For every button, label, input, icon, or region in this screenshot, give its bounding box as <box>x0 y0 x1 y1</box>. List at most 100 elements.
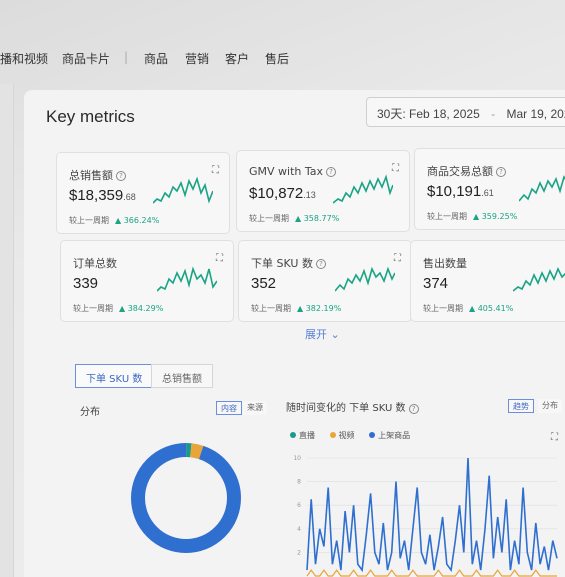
metric-value-main: 339 <box>73 275 99 292</box>
change-badge: ▲ 384.29% <box>119 304 164 313</box>
fullscreen-icon[interactable]: ⛶ <box>551 432 558 443</box>
metric-label-text: 商品交易总额 <box>427 165 493 178</box>
fullscreen-icon[interactable]: ⛶ <box>394 253 401 264</box>
y-tick-label: 6 <box>297 502 301 509</box>
metric-card-gross-merchandise[interactable]: 商品交易总额? $10,191.61 较上一周期 ▲ 359.25% <box>414 148 565 230</box>
metric-label: GMV with Tax? <box>249 165 337 178</box>
nav-separator: | <box>124 50 129 64</box>
y-tick-label: 10 <box>293 455 301 462</box>
donut-slice-2[interactable] <box>131 443 241 553</box>
metric-card-sku-orders[interactable]: 下单 SKU 数? ⛶ 352 较上一周期 ▲ 382.19% <box>238 240 412 322</box>
compare-label: 较上一周期 <box>251 304 291 313</box>
info-icon[interactable]: ? <box>326 167 337 177</box>
metric-compare: 较上一周期 ▲ 358.77% <box>249 213 339 224</box>
nav-item-product-card[interactable]: 商品卡片 <box>62 52 111 66</box>
metric-value-cents: .13 <box>303 190 316 200</box>
metric-value-main: 352 <box>251 275 277 292</box>
legend-item[interactable]: 视频 <box>329 431 355 440</box>
chart-legend: 直播 视频 上架商品 <box>290 430 422 441</box>
metric-value-cents: .68 <box>123 192 136 202</box>
metric-card-units-sold[interactable]: 售出数量 374 较上一周期 ▲ 405.41% <box>410 240 565 322</box>
series-line-0[interactable] <box>306 457 558 573</box>
info-icon[interactable]: ? <box>408 404 419 414</box>
metric-compare: 较上一周期 ▲ 384.29% <box>73 303 163 314</box>
metric-card-gmv-with-tax[interactable]: GMV with Tax? ⛶ $10,872.13 较上一周期 ▲ 358.77… <box>236 150 410 232</box>
metric-value-cents: .61 <box>481 188 494 198</box>
info-icon[interactable]: ? <box>116 171 126 181</box>
sparkline <box>335 266 395 292</box>
nav-item-products[interactable]: 商品 <box>144 52 169 66</box>
change-badge: ▲ 405.41% <box>469 304 514 313</box>
metric-label: 下单 SKU 数? <box>251 255 326 271</box>
nav-item-customers[interactable]: 客户 <box>225 52 250 66</box>
tab-total-sales[interactable]: 总销售额 <box>151 364 213 388</box>
legend-dot <box>290 432 296 438</box>
tab-sku-orders[interactable]: 下单 SKU 数 <box>75 364 154 388</box>
y-tick-label: 8 <box>297 479 301 486</box>
fullscreen-icon[interactable]: ⛶ <box>392 163 399 174</box>
legend-label: 直播 <box>299 431 315 440</box>
metric-value-main: $10,872 <box>249 185 304 202</box>
metric-label-text: 售出数量 <box>423 257 467 270</box>
date-range-prefix: 30天: <box>377 107 406 121</box>
trend-label-text: 随时间变化的 下单 SKU 数 <box>286 403 406 414</box>
metric-compare: 较上一周期 ▲ 366.24% <box>69 215 159 226</box>
date-range-start: Feb 18, 2025 <box>409 107 480 121</box>
sparkline <box>513 267 565 292</box>
compare-label: 较上一周期 <box>423 304 463 313</box>
compare-label: 较上一周期 <box>69 216 109 225</box>
metric-label-text: 总销售额 <box>69 169 113 182</box>
sparkline <box>157 266 217 292</box>
legend-item[interactable]: 直播 <box>290 431 315 440</box>
date-range-picker[interactable]: 30天: Feb 18, 2025 - Mar 19, 2025 <box>366 97 565 127</box>
change-badge: ▲ 359.25% <box>473 212 518 221</box>
compare-label: 较上一周期 <box>73 304 113 313</box>
metric-label: 售出数量 <box>423 255 467 271</box>
y-tick-label: 2 <box>297 549 301 556</box>
trend-label: 随时间变化的 下单 SKU 数 ? <box>286 399 419 414</box>
fullscreen-icon[interactable]: ⛶ <box>212 165 219 176</box>
metric-label: 订单总数 <box>73 255 117 271</box>
metric-value-main: $18,359 <box>69 187 124 204</box>
change-badge: ▲ 366.24% <box>115 216 160 225</box>
toggle-trend[interactable]: 趋势 <box>508 399 534 413</box>
nav-item-marketing[interactable]: 营销 <box>185 52 210 66</box>
compare-label: 较上一周期 <box>427 212 467 221</box>
fullscreen-icon[interactable]: ⛶ <box>216 253 223 264</box>
metric-compare: 较上一周期 ▲ 405.41% <box>423 303 513 314</box>
series-line-1[interactable] <box>306 569 557 577</box>
metric-label-text: 订单总数 <box>73 257 117 270</box>
metric-value: $18,359.68 <box>69 187 136 204</box>
metric-value: $10,191.61 <box>427 183 494 200</box>
metric-compare: 较上一周期 ▲ 359.25% <box>427 211 517 222</box>
distribution-label: 分布 <box>80 407 100 418</box>
nav-item-after-sales[interactable]: 售后 <box>265 52 290 66</box>
info-icon[interactable]: ? <box>315 259 326 269</box>
trend-line-chart: 10 8 6 4 2 <box>293 455 558 577</box>
toggle-source[interactable]: 来源 <box>243 401 267 415</box>
metric-value: 339 <box>73 275 98 292</box>
metric-compare: 较上一周期 ▲ 382.19% <box>251 303 341 314</box>
metric-label-text: GMV with Tax <box>249 165 324 178</box>
expand-more-link[interactable]: 展开 ⌄ <box>305 328 340 341</box>
toggle-distribution[interactable]: 分布 <box>538 399 562 413</box>
legend-item[interactable]: 上架商品 <box>369 431 410 440</box>
toggle-content[interactable]: 内容 <box>216 401 242 415</box>
date-range-end: Mar 19, 2025 <box>506 107 565 121</box>
sidebar <box>0 84 14 577</box>
metric-label-text: 下单 SKU 数 <box>251 257 313 270</box>
nav-item-live-video[interactable]: 播和视频 <box>0 52 49 66</box>
metric-card-total-sales[interactable]: 总销售额? ⛶ $18,359.68 较上一周期 ▲ 366.24% <box>56 152 230 234</box>
metric-label: 商品交易总额? <box>427 163 506 179</box>
change-badge: ▲ 382.19% <box>297 304 342 313</box>
legend-dot <box>369 432 376 438</box>
legend-label: 视频 <box>338 431 355 440</box>
metric-card-total-orders[interactable]: 订单总数 ⛶ 339 较上一周期 ▲ 384.29% <box>60 240 234 322</box>
metric-value-main: $10,191 <box>427 183 482 200</box>
sparkline <box>333 174 393 204</box>
sparkline <box>153 176 213 204</box>
info-icon[interactable]: ? <box>496 167 506 177</box>
metric-value: $10,872.13 <box>249 185 316 202</box>
compare-label: 较上一周期 <box>249 214 289 223</box>
top-nav: 播和视频 商品卡片 | 商品 营销 客户 售后 <box>0 44 565 72</box>
